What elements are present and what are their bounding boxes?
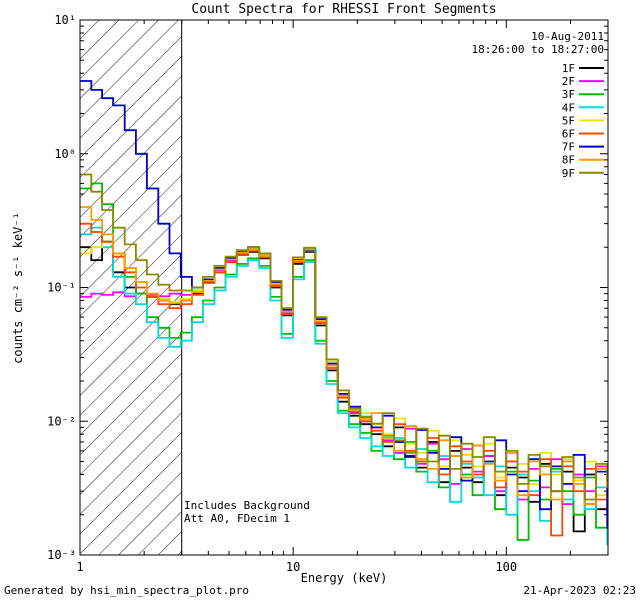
y-tick-label: 10⁻² [47,414,76,428]
legend-label-4F: 4F [562,101,575,114]
spectra-series-lines [80,80,609,546]
x-axis-label: Energy (keV) [301,571,388,585]
note-attenuator-state: Att A0, FDecim 1 [184,512,290,525]
tick-labels: 1 10 100 10⁻³ 10⁻² 10⁻¹ 10⁰ 10¹ [47,13,517,574]
date-label: 10-Aug-2011 [531,30,604,43]
footer-generated-by: Generated by hsi_min_spectra_plot.pro [4,584,249,597]
legend-label-7F: 7F [562,141,575,154]
plot-title: Count Spectra for RHESSI Front Segments [191,2,496,17]
y-tick-label: 10⁻³ [47,548,76,562]
y-tick-label: 10⁰ [54,147,76,161]
x-tick-label: 100 [495,560,517,574]
y-tick-label: 10⁻¹ [47,281,76,295]
legend-label-9F: 9F [562,167,575,180]
legend-label-5F: 5F [562,114,575,127]
footer-timestamp: 21-Apr-2023 02:23 [523,584,636,597]
legend-label-6F: 6F [562,128,575,141]
y-tick-label: 10¹ [54,13,76,27]
series-9F-line [80,173,609,501]
legend-label-2F: 2F [562,75,575,88]
plot-frame [79,19,609,556]
time-range-label: 18:26:00 to 18:27:00 [472,43,604,56]
x-tick-label: 10 [286,560,300,574]
legend-label-8F: 8F [562,154,575,167]
y-axis-label: counts cm⁻² s⁻¹ keV⁻¹ [11,212,25,364]
legend-label-1F: 1F [562,62,575,75]
note-includes-background: Includes Background [184,499,310,512]
legend-label-3F: 3F [562,88,575,101]
x-tick-label: 1 [76,560,83,574]
